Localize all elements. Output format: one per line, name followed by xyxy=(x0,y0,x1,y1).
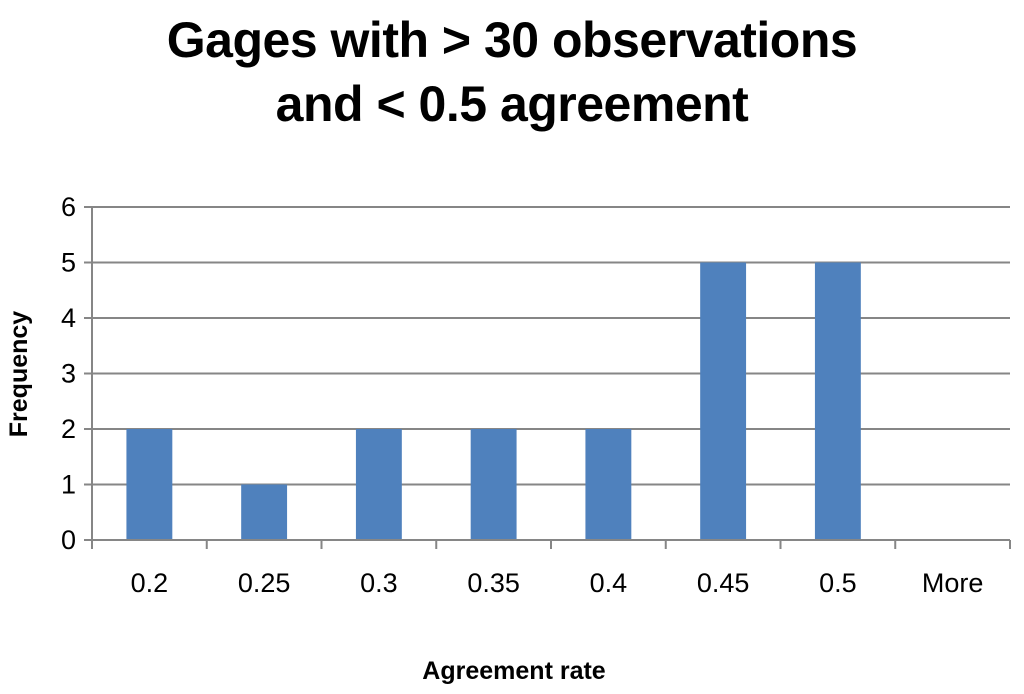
x-tick-label: 0.4 xyxy=(590,568,628,598)
x-tick-label: More xyxy=(922,568,984,598)
bar xyxy=(470,429,517,540)
chart-title-line-2: and < 0.5 agreement xyxy=(275,76,749,132)
bar xyxy=(241,484,288,540)
chart-title-line-1: Gages with > 30 observations xyxy=(166,12,858,68)
y-tick-label: 2 xyxy=(61,414,76,444)
bars xyxy=(126,262,861,540)
y-tick-labels: 0 1 2 3 4 5 6 xyxy=(61,192,76,555)
x-tick-label: 0.5 xyxy=(819,568,857,598)
x-tick-label: 0.35 xyxy=(467,568,520,598)
chart-title: Gages with > 30 observations and < 0.5 a… xyxy=(0,8,1024,136)
x-tick-labels: 0.2 0.25 0.3 0.35 0.4 0.45 0.5 More xyxy=(131,568,984,598)
bar xyxy=(814,262,861,540)
y-tick-label: 0 xyxy=(61,525,76,555)
x-tick-label: 0.2 xyxy=(131,568,169,598)
y-tick-label: 3 xyxy=(61,359,76,389)
bar xyxy=(585,429,632,540)
axes xyxy=(84,206,1011,549)
bar xyxy=(355,429,402,540)
x-tick-label: 0.25 xyxy=(238,568,291,598)
y-axis-title: Frequency xyxy=(5,311,33,438)
x-axis-title: Agreement rate xyxy=(422,657,605,685)
y-tick-label: 6 xyxy=(61,192,76,222)
bar xyxy=(126,429,173,540)
y-tick-label: 4 xyxy=(61,303,76,333)
y-tick-label: 5 xyxy=(61,248,76,278)
x-tick-label: 0.3 xyxy=(360,568,398,598)
bar xyxy=(700,262,747,540)
gridlines xyxy=(92,206,1010,486)
y-tick-label: 1 xyxy=(61,470,76,500)
x-tick-label: 0.45 xyxy=(697,568,750,598)
